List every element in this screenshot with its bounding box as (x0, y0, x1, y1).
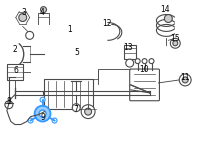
Circle shape (35, 106, 50, 122)
Text: 9: 9 (40, 113, 45, 122)
Text: 3: 3 (21, 8, 26, 17)
Text: 14: 14 (161, 5, 170, 14)
Text: 12: 12 (102, 20, 112, 29)
Circle shape (72, 104, 80, 112)
Circle shape (41, 7, 47, 13)
Circle shape (28, 118, 33, 123)
Text: 15: 15 (170, 34, 180, 43)
FancyBboxPatch shape (130, 69, 159, 101)
Text: 10: 10 (139, 65, 148, 74)
Text: 4: 4 (40, 8, 45, 17)
Text: 6: 6 (13, 66, 18, 75)
Circle shape (142, 59, 147, 64)
Circle shape (149, 59, 154, 64)
Text: 11: 11 (180, 73, 190, 82)
Circle shape (81, 105, 95, 119)
Circle shape (135, 59, 140, 64)
Text: 1: 1 (67, 25, 72, 34)
Circle shape (173, 41, 178, 46)
Circle shape (39, 110, 46, 117)
Circle shape (126, 59, 134, 67)
Text: 8: 8 (6, 97, 11, 106)
Circle shape (40, 97, 45, 102)
Circle shape (179, 74, 191, 86)
Bar (124, 45, 136, 59)
Circle shape (5, 101, 13, 109)
Text: 13: 13 (123, 43, 133, 52)
Circle shape (26, 31, 34, 39)
Circle shape (19, 14, 27, 21)
Bar (44, 79, 93, 109)
Circle shape (52, 118, 57, 123)
Circle shape (182, 77, 188, 83)
Text: 7: 7 (74, 105, 79, 114)
Circle shape (164, 15, 172, 22)
Circle shape (170, 38, 180, 48)
Bar (7, 64, 23, 80)
Text: 5: 5 (75, 48, 80, 57)
Text: 2: 2 (12, 45, 17, 54)
Circle shape (85, 108, 92, 115)
